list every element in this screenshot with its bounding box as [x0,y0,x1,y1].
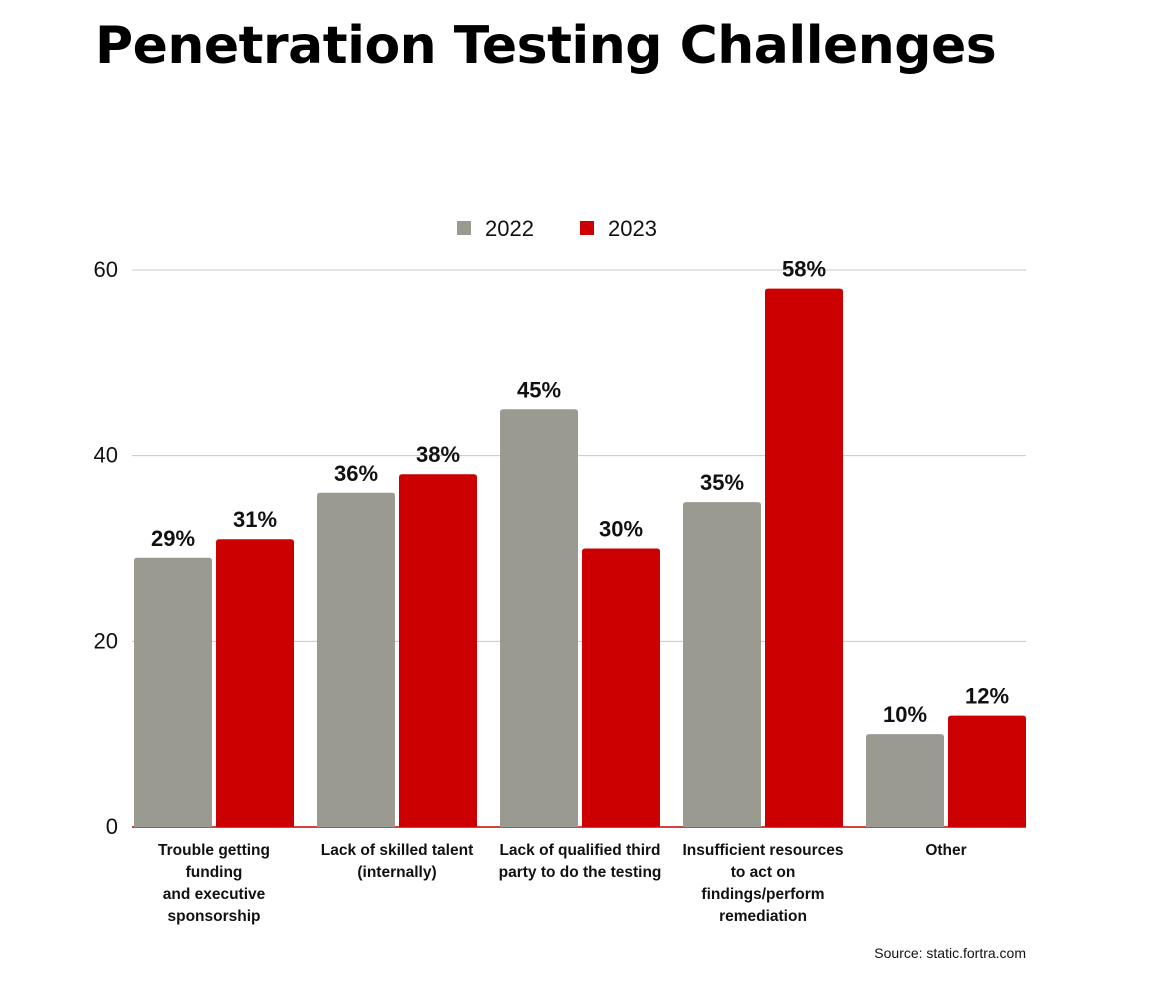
y-tick-label: 40 [94,443,118,468]
source-note: Source: static.fortra.com [874,945,1026,961]
category-label-line: and executive [163,886,266,903]
data-label: 30% [599,517,643,542]
bar [500,409,578,827]
legend-label: 2023 [608,216,657,241]
bar [765,288,843,828]
bar [134,557,212,827]
category-label-line: Other [925,842,966,859]
category-label-line: Lack of skilled talent [321,842,473,859]
category-label-line: Trouble getting [158,842,270,859]
data-label: 31% [233,507,277,532]
chart-title: Penetration Testing Challenges [95,16,997,76]
bar [216,539,294,827]
category-label-line: Insufficient resources [682,842,843,859]
legend-swatch [580,221,594,235]
data-label: 35% [700,470,744,495]
category-label: Lack of skilled talent (internally) [321,842,473,881]
category-label-line: party to do the testing [499,864,662,881]
legend-swatch [457,221,471,235]
y-tick-label: 60 [94,257,118,282]
bar [948,715,1026,827]
data-label: 45% [517,377,561,402]
data-label: 38% [416,442,460,467]
data-label: 29% [151,526,195,551]
bar [866,734,944,827]
category-label-line: to act on [731,864,796,881]
data-label: 10% [883,702,927,727]
data-label: 12% [965,684,1009,709]
category-label: Insufficient resources to act on findings/… [682,842,843,925]
category-label-line: remediation [719,908,807,925]
bar [582,548,660,827]
data-label: 58% [782,257,826,282]
category-label: Trouble getting funding and executive spons… [158,842,270,925]
y-tick-label: 20 [94,628,118,653]
bar [317,492,395,827]
category-label: Other [925,842,966,859]
category-label-line: Lack of qualified third [499,842,660,859]
category-label-line: findings/perform [701,886,824,903]
category-label-line: sponsorship [167,908,260,925]
bar [399,474,477,827]
legend-label: 2022 [485,216,534,241]
category-label: Lack of qualified third party to do the t… [499,842,662,881]
category-label-line: (internally) [357,864,436,881]
bar [683,502,761,827]
category-label-line: funding [186,864,243,881]
y-tick-label: 0 [106,814,118,839]
data-label: 36% [334,461,378,486]
